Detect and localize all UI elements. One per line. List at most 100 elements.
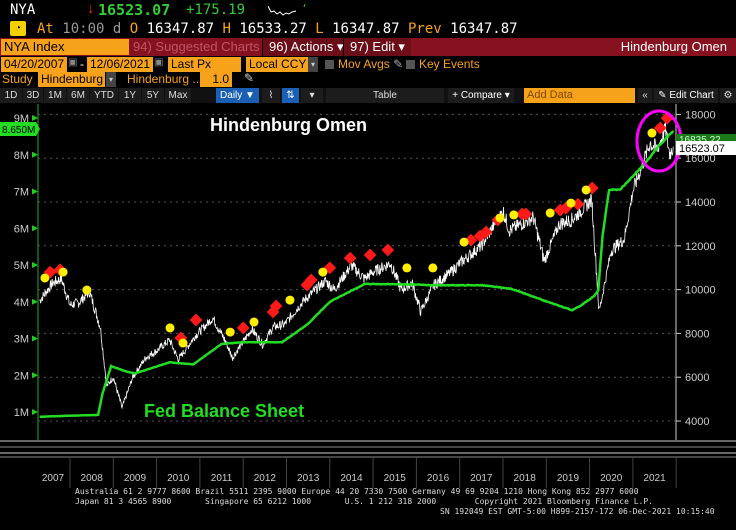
left-tick	[32, 409, 38, 415]
study-select[interactable]: Hindenburg	[38, 72, 105, 87]
signal-yellow-circle	[495, 213, 505, 223]
quote-time: 10:00 d	[62, 21, 122, 37]
chevron-down-icon[interactable]: ▾	[301, 88, 323, 103]
last-price: 16523.07	[98, 1, 171, 19]
low-label: L	[315, 21, 324, 37]
left-tick-label: 8M	[14, 150, 29, 162]
edit-chart-button[interactable]: ✎ Edit Chart	[654, 88, 718, 103]
chevron-down-icon[interactable]: ▾	[106, 72, 116, 87]
edit-chart-label: Edit Chart	[669, 90, 714, 101]
signal-red-diamond	[343, 251, 357, 265]
left-tick	[32, 115, 38, 121]
key-events-checkbox[interactable]: Key Events	[406, 57, 480, 71]
signal-red-diamond	[236, 321, 250, 335]
bar-chart-icon[interactable]: ⇅	[282, 88, 299, 103]
signal-yellow-circle	[581, 185, 591, 195]
edit-label: 97) Edit	[350, 39, 395, 54]
security-input[interactable]: NYA Index	[1, 39, 129, 55]
overview-scrollbar	[0, 446, 736, 448]
chevron-down-icon[interactable]: ▾	[308, 57, 318, 72]
signal-yellow-circle	[318, 267, 328, 277]
pencil-icon[interactable]: ✎	[393, 57, 404, 71]
calendar-icon[interactable]: ▣	[68, 57, 78, 68]
prev-value: 16347.87	[450, 21, 518, 37]
key-events-label: Key Events	[419, 57, 480, 71]
table-button[interactable]: Table	[326, 88, 444, 103]
period-select[interactable]: Daily ▼	[216, 88, 259, 103]
realtime-gauge-icon: ◔	[10, 21, 26, 36]
currency-select[interactable]: Local CCY	[246, 57, 308, 72]
start-date-input[interactable]: 04/20/2007	[1, 57, 67, 72]
left-tick	[32, 188, 38, 195]
collapse-icon[interactable]: «	[638, 88, 652, 103]
calendar-icon[interactable]: ▣	[154, 57, 164, 68]
range-button-ytd[interactable]: YTD	[90, 88, 118, 103]
left-tick-label: 4M	[14, 297, 29, 309]
range-button-max[interactable]: Max	[165, 88, 191, 103]
edit-button[interactable]: 97) Edit ▾	[343, 38, 411, 56]
left-tick-label: 2M	[14, 370, 29, 382]
signal-yellow-circle	[225, 327, 235, 337]
mov-avgs-label: Mov Avgs	[338, 57, 390, 71]
x-tick-label: 2018	[514, 473, 537, 484]
left-tick	[32, 262, 38, 268]
signal-yellow-circle	[545, 208, 555, 218]
x-tick-label: 2009	[124, 473, 147, 484]
range-button-1m[interactable]: 1M	[44, 88, 66, 103]
hidden-price-tag-text: 16835.22	[679, 135, 721, 146]
add-data-input[interactable]: Add Data	[524, 88, 635, 103]
range-button-6m[interactable]: 6M	[67, 88, 89, 103]
signal-yellow-circle	[509, 210, 519, 220]
end-date-input[interactable]: 12/06/2021	[87, 57, 153, 72]
signal-yellow-circle	[40, 273, 50, 283]
overview-scrollbar	[0, 456, 736, 458]
right-tick-label: 10000	[685, 285, 716, 297]
gear-icon[interactable]: ⚙	[720, 88, 736, 103]
signal-yellow-circle	[459, 237, 469, 247]
right-tick-label: 4000	[685, 416, 709, 428]
left-tick	[32, 225, 38, 232]
pencil-icon[interactable]: ✎	[244, 71, 255, 85]
right-tick-label: 14000	[685, 197, 716, 209]
chart-name: Hindenburg Omen	[620, 39, 727, 54]
right-tick-label: 16000	[685, 153, 716, 165]
left-tick	[32, 298, 38, 305]
right-tick-label: 18000	[685, 109, 716, 121]
x-tick-label: 2013	[297, 473, 320, 484]
x-tick-label: 2007	[42, 473, 65, 484]
actions-button[interactable]: 96) Actions ▾	[262, 38, 350, 56]
range-button-3d[interactable]: 3D	[23, 88, 43, 103]
down-arrow-icon: ↓	[87, 0, 95, 17]
x-tick-label: 2017	[470, 473, 493, 484]
x-tick-label: 2012	[254, 473, 277, 484]
suggested-charts-button[interactable]: 94) Suggested Charts	[133, 39, 260, 54]
fed-last-tag: 8.650M	[2, 125, 35, 136]
line-chart-icon[interactable]: ⌇	[262, 88, 280, 103]
left-tick-label: 6M	[14, 223, 29, 235]
open-value: 16347.87	[146, 21, 215, 37]
at-label: At	[37, 21, 54, 37]
compare-button[interactable]: + Compare ▾	[448, 88, 514, 103]
study-param-input[interactable]: 1.0	[200, 72, 232, 87]
signal-red-diamond	[304, 273, 318, 287]
signal-yellow-circle	[178, 338, 188, 348]
x-tick-label: 2019	[557, 473, 580, 484]
actions-label: 96) Actions	[269, 39, 334, 54]
range-button-1d[interactable]: 1D	[0, 88, 22, 103]
x-tick-label: 2011	[211, 473, 233, 484]
signal-yellow-circle	[58, 267, 68, 277]
range-button-1y[interactable]: 1Y	[119, 88, 141, 103]
quote-line: At 10:00 d O 16347.87 H 16533.27 L 16347…	[37, 21, 518, 37]
mov-avgs-checkbox[interactable]: Mov Avgs ✎	[325, 57, 403, 71]
range-button-5y[interactable]: 5Y	[142, 88, 164, 103]
x-tick-label: 2010	[167, 473, 190, 484]
signal-yellow-circle	[402, 263, 412, 273]
field-select[interactable]: Last Px	[168, 57, 241, 72]
left-tick-label: 1M	[14, 407, 29, 419]
x-tick-label: 2008	[81, 473, 104, 484]
intraday-sparkline	[268, 3, 306, 16]
hidden-price-tag: 16835.22	[676, 134, 736, 146]
chart[interactable]: 4000 6000 8000 10000 12000 14000 16000 18000 1M 2…	[0, 104, 736, 490]
ticker: NYA	[10, 2, 36, 18]
fed-balance-sheet-label: Fed Balance Sheet	[144, 401, 305, 421]
